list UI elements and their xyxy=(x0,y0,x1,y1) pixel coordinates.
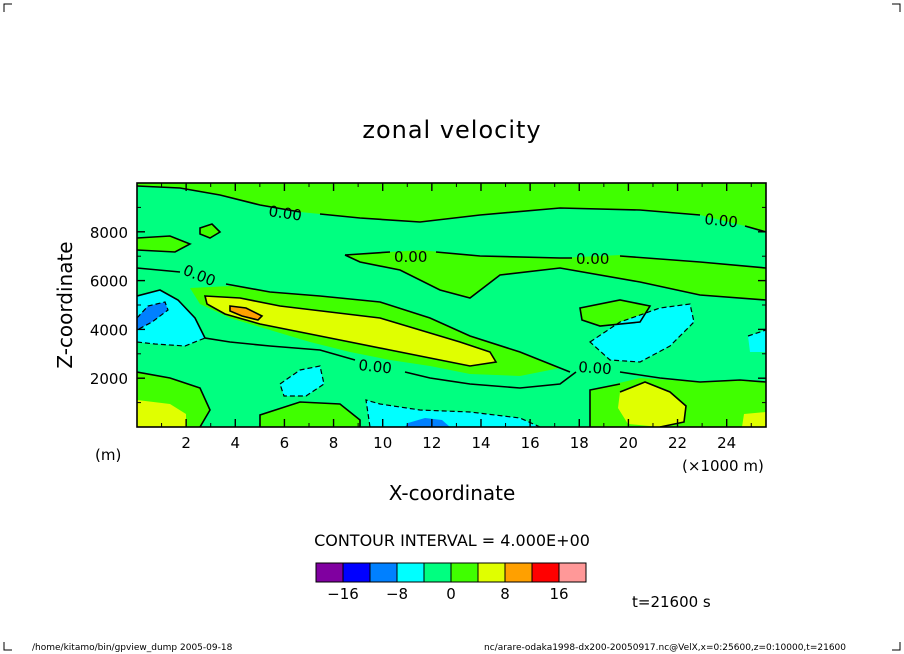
colorbar-swatch xyxy=(315,562,344,583)
negative-region xyxy=(748,330,766,352)
positive-region xyxy=(137,236,190,252)
x-tick-label: 2 xyxy=(181,434,191,452)
footer-left: /home/kitamo/bin/gpview_dump 2005-09-18 xyxy=(32,643,233,653)
y-tick-label: 2000 xyxy=(90,370,128,388)
strong-negative-region xyxy=(137,302,168,330)
colorbar-swatch xyxy=(504,562,533,583)
colorbar-swatch xyxy=(558,562,587,583)
colorbar-swatch xyxy=(423,562,452,583)
contour-label: 0.00 xyxy=(358,356,393,377)
contour-label-group: 0.00 0.00 0.00 0.00 0.00 0.00 0.00 xyxy=(181,202,739,378)
contour-label: 0.00 xyxy=(578,358,613,378)
colorbar-tick-label: 0 xyxy=(446,585,456,603)
x-tick-label: 14 xyxy=(471,434,490,452)
strong-positive-region xyxy=(137,400,186,427)
time-label: t=21600 s xyxy=(632,593,711,611)
x-tick-label: 20 xyxy=(619,434,638,452)
x-axis: 2 4 6 8 10 12 14 16 18 20 22 24 xyxy=(161,183,752,452)
colorbar-tick-label: −16 xyxy=(327,585,359,603)
negative-region xyxy=(137,290,205,346)
corner-marks xyxy=(3,3,901,651)
colorbar-swatch xyxy=(342,562,371,583)
strong-negative-region xyxy=(405,418,450,427)
strong-positive-region xyxy=(205,296,496,366)
contour-label: 0.00 xyxy=(394,248,427,266)
x-tick-label: 8 xyxy=(329,434,339,452)
y-tick-label: 4000 xyxy=(90,321,128,339)
x-tick-label: 12 xyxy=(422,434,441,452)
negative-region xyxy=(366,400,540,427)
negative-contour-lines xyxy=(137,301,766,427)
max-positive-region xyxy=(230,306,262,320)
colorbar-tick-label: 8 xyxy=(500,585,510,603)
colorbar-tick-label: −8 xyxy=(386,585,408,603)
plot-area: 0.00 0.00 0.00 0.00 0.00 0.00 0.00 xyxy=(136,182,767,428)
x-axis-label: X-coordinate xyxy=(389,481,516,505)
x-tick-label: 10 xyxy=(373,434,392,452)
positive-region xyxy=(137,183,766,232)
x-tick-label: 24 xyxy=(717,434,736,452)
contour-label: 0.00 xyxy=(576,250,609,268)
colorbar xyxy=(315,562,587,583)
contour-interval-label: CONTOUR INTERVAL = 4.000E+00 xyxy=(314,531,590,550)
positive-region xyxy=(345,250,766,300)
x-tick-label: 16 xyxy=(521,434,540,452)
contour-label: 0.00 xyxy=(704,210,739,231)
x-tick-label: 6 xyxy=(280,434,290,452)
colorbar-swatch xyxy=(531,562,560,583)
colorbar-tick-label: 16 xyxy=(549,585,568,603)
colorbar-swatch xyxy=(396,562,425,583)
strong-positive-region xyxy=(742,412,766,427)
negative-region xyxy=(280,366,324,396)
y-axis: 2000 4000 6000 8000 xyxy=(90,206,766,404)
x-tick-label: 22 xyxy=(668,434,687,452)
y-axis-label: Z-coordinate xyxy=(53,241,77,368)
y-tick-label: 8000 xyxy=(90,224,128,242)
y-tick-label: 6000 xyxy=(90,273,128,291)
colorbar-swatch xyxy=(450,562,479,583)
contour-lines xyxy=(137,185,766,427)
strong-positive-region xyxy=(618,382,686,427)
contour-label: 0.00 xyxy=(267,202,303,224)
negative-region xyxy=(590,304,694,362)
footer-right: nc/arare-odaka1998-dx200-20050917.nc@Vel… xyxy=(484,643,846,653)
colorbar-swatch xyxy=(369,562,398,583)
colorbar-tick-labels: −16 −8 0 8 16 xyxy=(327,585,568,603)
x-tick-label: 18 xyxy=(570,434,589,452)
colorbar-swatch xyxy=(477,562,506,583)
y-unit: (m) xyxy=(95,446,121,464)
chart-title: zonal velocity xyxy=(362,116,541,144)
x-unit: (×1000 m) xyxy=(682,457,764,475)
x-tick-label: 4 xyxy=(231,434,241,452)
